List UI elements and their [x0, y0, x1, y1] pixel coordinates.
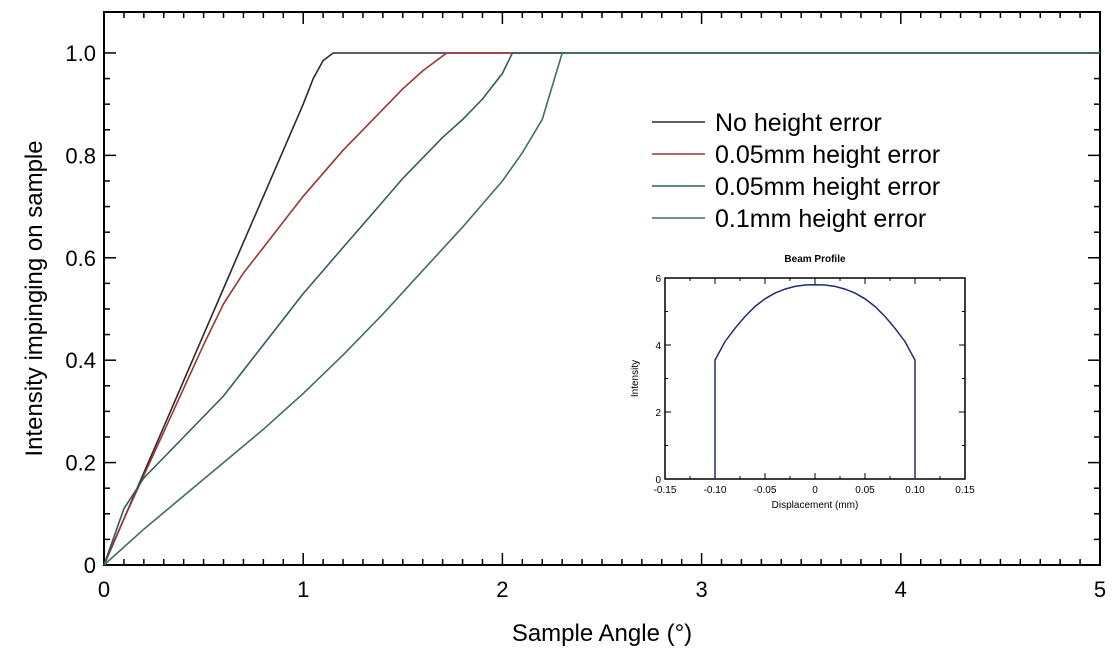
legend-item: 0.05mm height error: [652, 173, 940, 201]
main-ticks: [103, 12, 1101, 566]
inset-x-tick-label: 0: [812, 485, 818, 496]
x-tick-label: 3: [695, 577, 707, 602]
inset-x-tick-label: 0.10: [905, 485, 925, 496]
legend-item: 0.05mm height error: [652, 141, 940, 169]
series-line-1: [103, 52, 1100, 566]
inset-title: Beam Profile: [784, 254, 846, 265]
inset-y-tick-label: 4: [655, 341, 661, 352]
legend-label: 0.1mm height error: [715, 205, 926, 233]
legend-item: 0.1mm height error: [652, 205, 926, 233]
inset-series: [714, 283, 916, 479]
y-tick-label: 0: [84, 553, 96, 578]
y-tick-label: 1.0: [65, 41, 96, 66]
main-chart: 0 1 2 3 4 500.20.40.60.81.0 Sample Angle (°) …: [21, 11, 1106, 647]
x-tick-label: 2: [496, 577, 508, 602]
y-tick-label: 0.2: [65, 451, 96, 476]
inset-series-line: [714, 283, 916, 479]
main-x-axis-label: Sample Angle (°): [512, 620, 692, 647]
inset-y-tick-label: 2: [655, 408, 661, 419]
y-tick-label: 0.4: [65, 348, 96, 373]
inset-x-axis-label: Displacement (mm): [772, 500, 859, 511]
x-tick-label: 0: [98, 577, 110, 602]
inset-x-tick-label: -0.15: [654, 485, 677, 496]
y-tick-label: 0.6: [65, 246, 96, 271]
x-tick-label: 4: [895, 577, 907, 602]
x-tick-label: 1: [297, 577, 309, 602]
legend-label: No height error: [715, 109, 882, 137]
inset-plot-frame: [664, 277, 966, 480]
inset-x-tick-label: -0.05: [754, 485, 777, 496]
legend-item: No height error: [652, 109, 882, 137]
main-y-axis-label: Intensity impinging on sample: [21, 140, 48, 456]
inset-x-tick-label: -0.10: [704, 485, 727, 496]
series-line-3: [103, 52, 1100, 566]
series-line-2: [103, 52, 1100, 566]
inset-x-tick-label: 0.05: [855, 485, 875, 496]
inset-chart-beam-profile: Beam Profile -0.15 -0.10 -0.05 0 0.05 0.10 0.1…: [630, 254, 975, 511]
legend-label: 0.05mm height error: [715, 141, 940, 169]
x-tick-label: 5: [1094, 577, 1106, 602]
inset-y-tick-label: 6: [655, 274, 661, 285]
series-line-4: [103, 52, 1100, 566]
main-series: [103, 52, 1100, 566]
y-tick-label: 0.8: [65, 143, 96, 168]
inset-ticks: [664, 277, 966, 480]
legend-label: 0.05mm height error: [715, 173, 940, 201]
inset-x-tick-label: 0.15: [955, 485, 975, 496]
inset-tick-labels: -0.15 -0.10 -0.05 0 0.05 0.10 0.15 0 2 4 6: [654, 274, 976, 496]
inset-y-axis-label: Intensity: [630, 360, 641, 397]
legend: No height error 0.05mm height error 0.05mm…: [652, 109, 940, 233]
inset-y-tick-label: 0: [655, 475, 661, 486]
main-tick-labels: 0 1 2 3 4 5 0 0.2 0.4 0.6 0.8 1.0: [65, 41, 1106, 602]
